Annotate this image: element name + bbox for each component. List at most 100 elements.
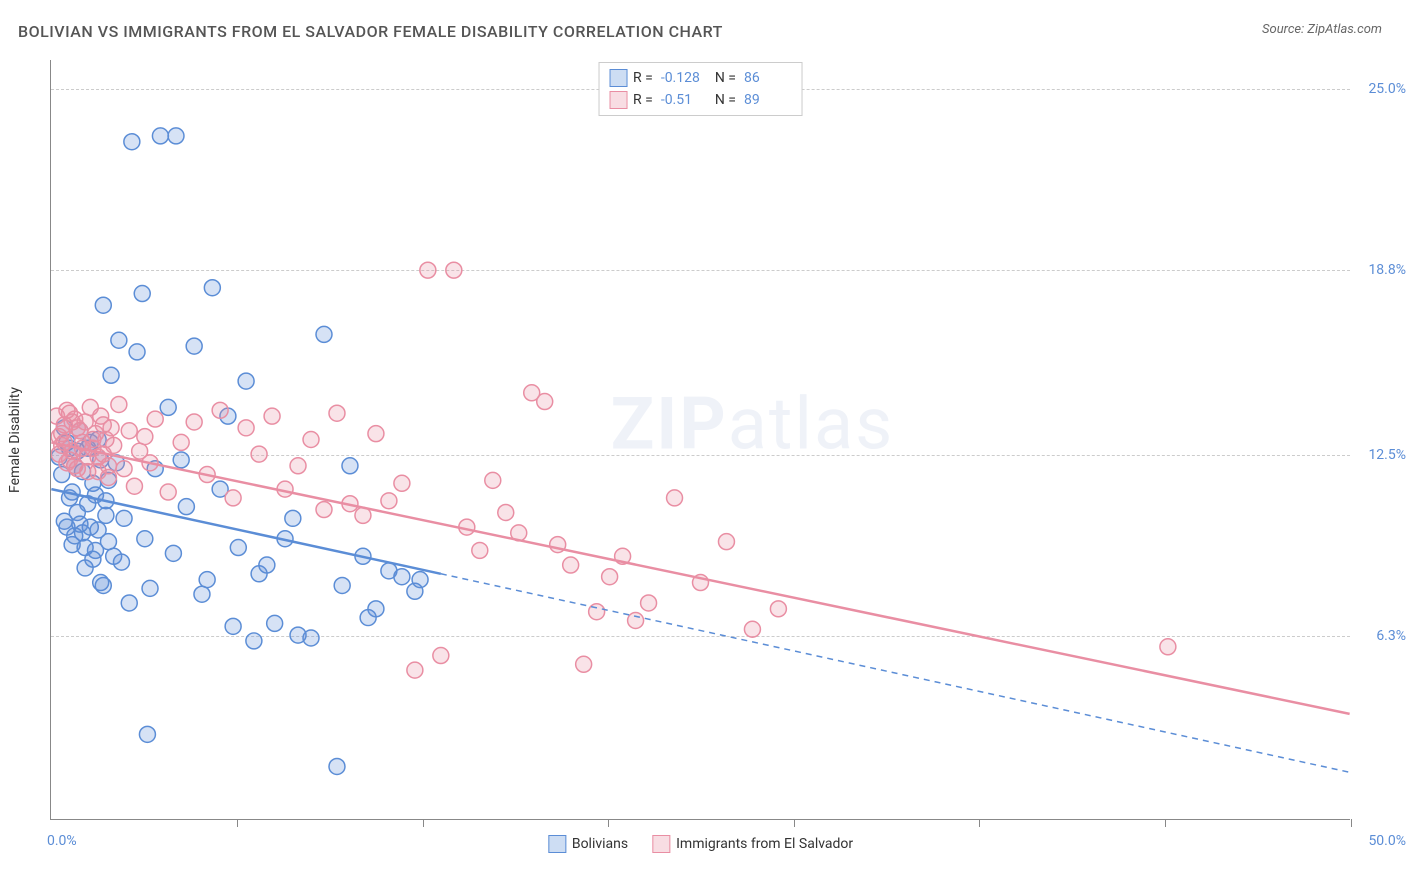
scatter-point [446,262,462,278]
r-value-2: -0.51 [661,92,709,108]
y-tick-label: 18.8% [1368,262,1406,278]
scatter-point [116,461,132,477]
scatter-point [199,572,215,588]
y-tick-label: 12.5% [1368,447,1406,463]
x-tick [1351,819,1352,827]
x-tick [794,819,795,827]
scatter-point [770,601,786,617]
scatter-point [589,604,605,620]
scatter-point [303,432,319,448]
scatter-point [394,569,410,585]
scatter-point [576,656,592,672]
scatter-point [212,402,228,418]
series-legend: Bolivians Immigrants from El Salvador [548,835,853,853]
scatter-point [433,648,449,664]
plot-svg [51,60,1350,819]
scatter-point [137,531,153,547]
scatter-point [381,493,397,509]
scatter-point [152,128,168,144]
scatter-point [368,426,384,442]
scatter-point [498,504,514,520]
scatter-point [147,411,163,427]
scatter-point [334,577,350,593]
scatter-point [718,534,734,550]
scatter-point [178,499,194,515]
scatter-point [667,490,683,506]
swatch-blue [609,69,627,87]
scatter-point [641,595,657,611]
legend-item-bolivians: Bolivians [548,835,628,853]
scatter-point [303,630,319,646]
n-value-1: 86 [744,70,792,86]
scatter-point [121,595,137,611]
scatter-point [412,572,428,588]
scatter-point [267,615,283,631]
scatter-point [238,420,254,436]
x-tick [1165,819,1166,827]
scatter-point [186,414,202,430]
scatter-point [1160,639,1176,655]
chart-title: BOLIVIAN VS IMMIGRANTS FROM EL SALVADOR … [18,22,723,41]
scatter-point [85,551,101,567]
scatter-point [472,542,488,558]
scatter-point [100,458,116,474]
scatter-point [134,286,150,302]
scatter-point [168,128,184,144]
scatter-point [342,458,358,474]
chart-container: BOLIVIAN VS IMMIGRANTS FROM EL SALVADOR … [0,0,1406,892]
x-tick [979,819,980,827]
scatter-point [137,429,153,445]
scatter-point [204,280,220,296]
scatter-point [103,420,119,436]
scatter-point [316,326,332,342]
x-tick [237,819,238,827]
plot-area: Female Disability ZIPatlas R = -0.128 N … [50,60,1350,820]
scatter-point [126,478,142,494]
legend-label-1: Bolivians [572,836,628,852]
scatter-point [537,394,553,410]
scatter-point [165,545,181,561]
scatter-point [259,557,275,573]
scatter-point [100,534,116,550]
scatter-point [329,405,345,421]
scatter-point [95,297,111,313]
scatter-point [329,758,345,774]
scatter-point [121,423,137,439]
scatter-point [238,373,254,389]
scatter-point [113,554,129,570]
scatter-point [160,399,176,415]
scatter-point [160,484,176,500]
scatter-point [225,618,241,634]
scatter-point [407,662,423,678]
source-credit: Source: ZipAtlas.com [1262,22,1382,37]
scatter-point [744,621,760,637]
y-tick-label: 25.0% [1368,81,1406,97]
swatch-pink-icon [652,835,670,853]
r-value-1: -0.128 [661,70,709,86]
y-axis-label: Female Disability [7,387,23,493]
scatter-point [628,613,644,629]
scatter-point [111,332,127,348]
n-value-2: 89 [744,92,792,108]
x-axis-max: 50.0% [1368,833,1406,849]
scatter-point [316,502,332,518]
scatter-point [563,557,579,573]
scatter-point [95,577,111,593]
scatter-point [394,475,410,491]
scatter-point [124,134,140,150]
scatter-point [290,458,306,474]
legend-row-bolivians: R = -0.128 N = 86 [609,67,792,89]
scatter-point [420,262,436,278]
swatch-blue-icon [548,835,566,853]
scatter-point [246,633,262,649]
legend-row-salvador: R = -0.51 N = 89 [609,89,792,111]
scatter-point [251,446,267,462]
scatter-point [111,396,127,412]
scatter-point [72,516,88,532]
regression-line-dashed [441,574,1350,773]
scatter-point [142,580,158,596]
correlation-legend: R = -0.128 N = 86 R = -0.51 N = 89 [598,62,803,116]
legend-item-salvador: Immigrants from El Salvador [652,835,853,853]
scatter-point [485,472,501,488]
scatter-point [116,510,132,526]
